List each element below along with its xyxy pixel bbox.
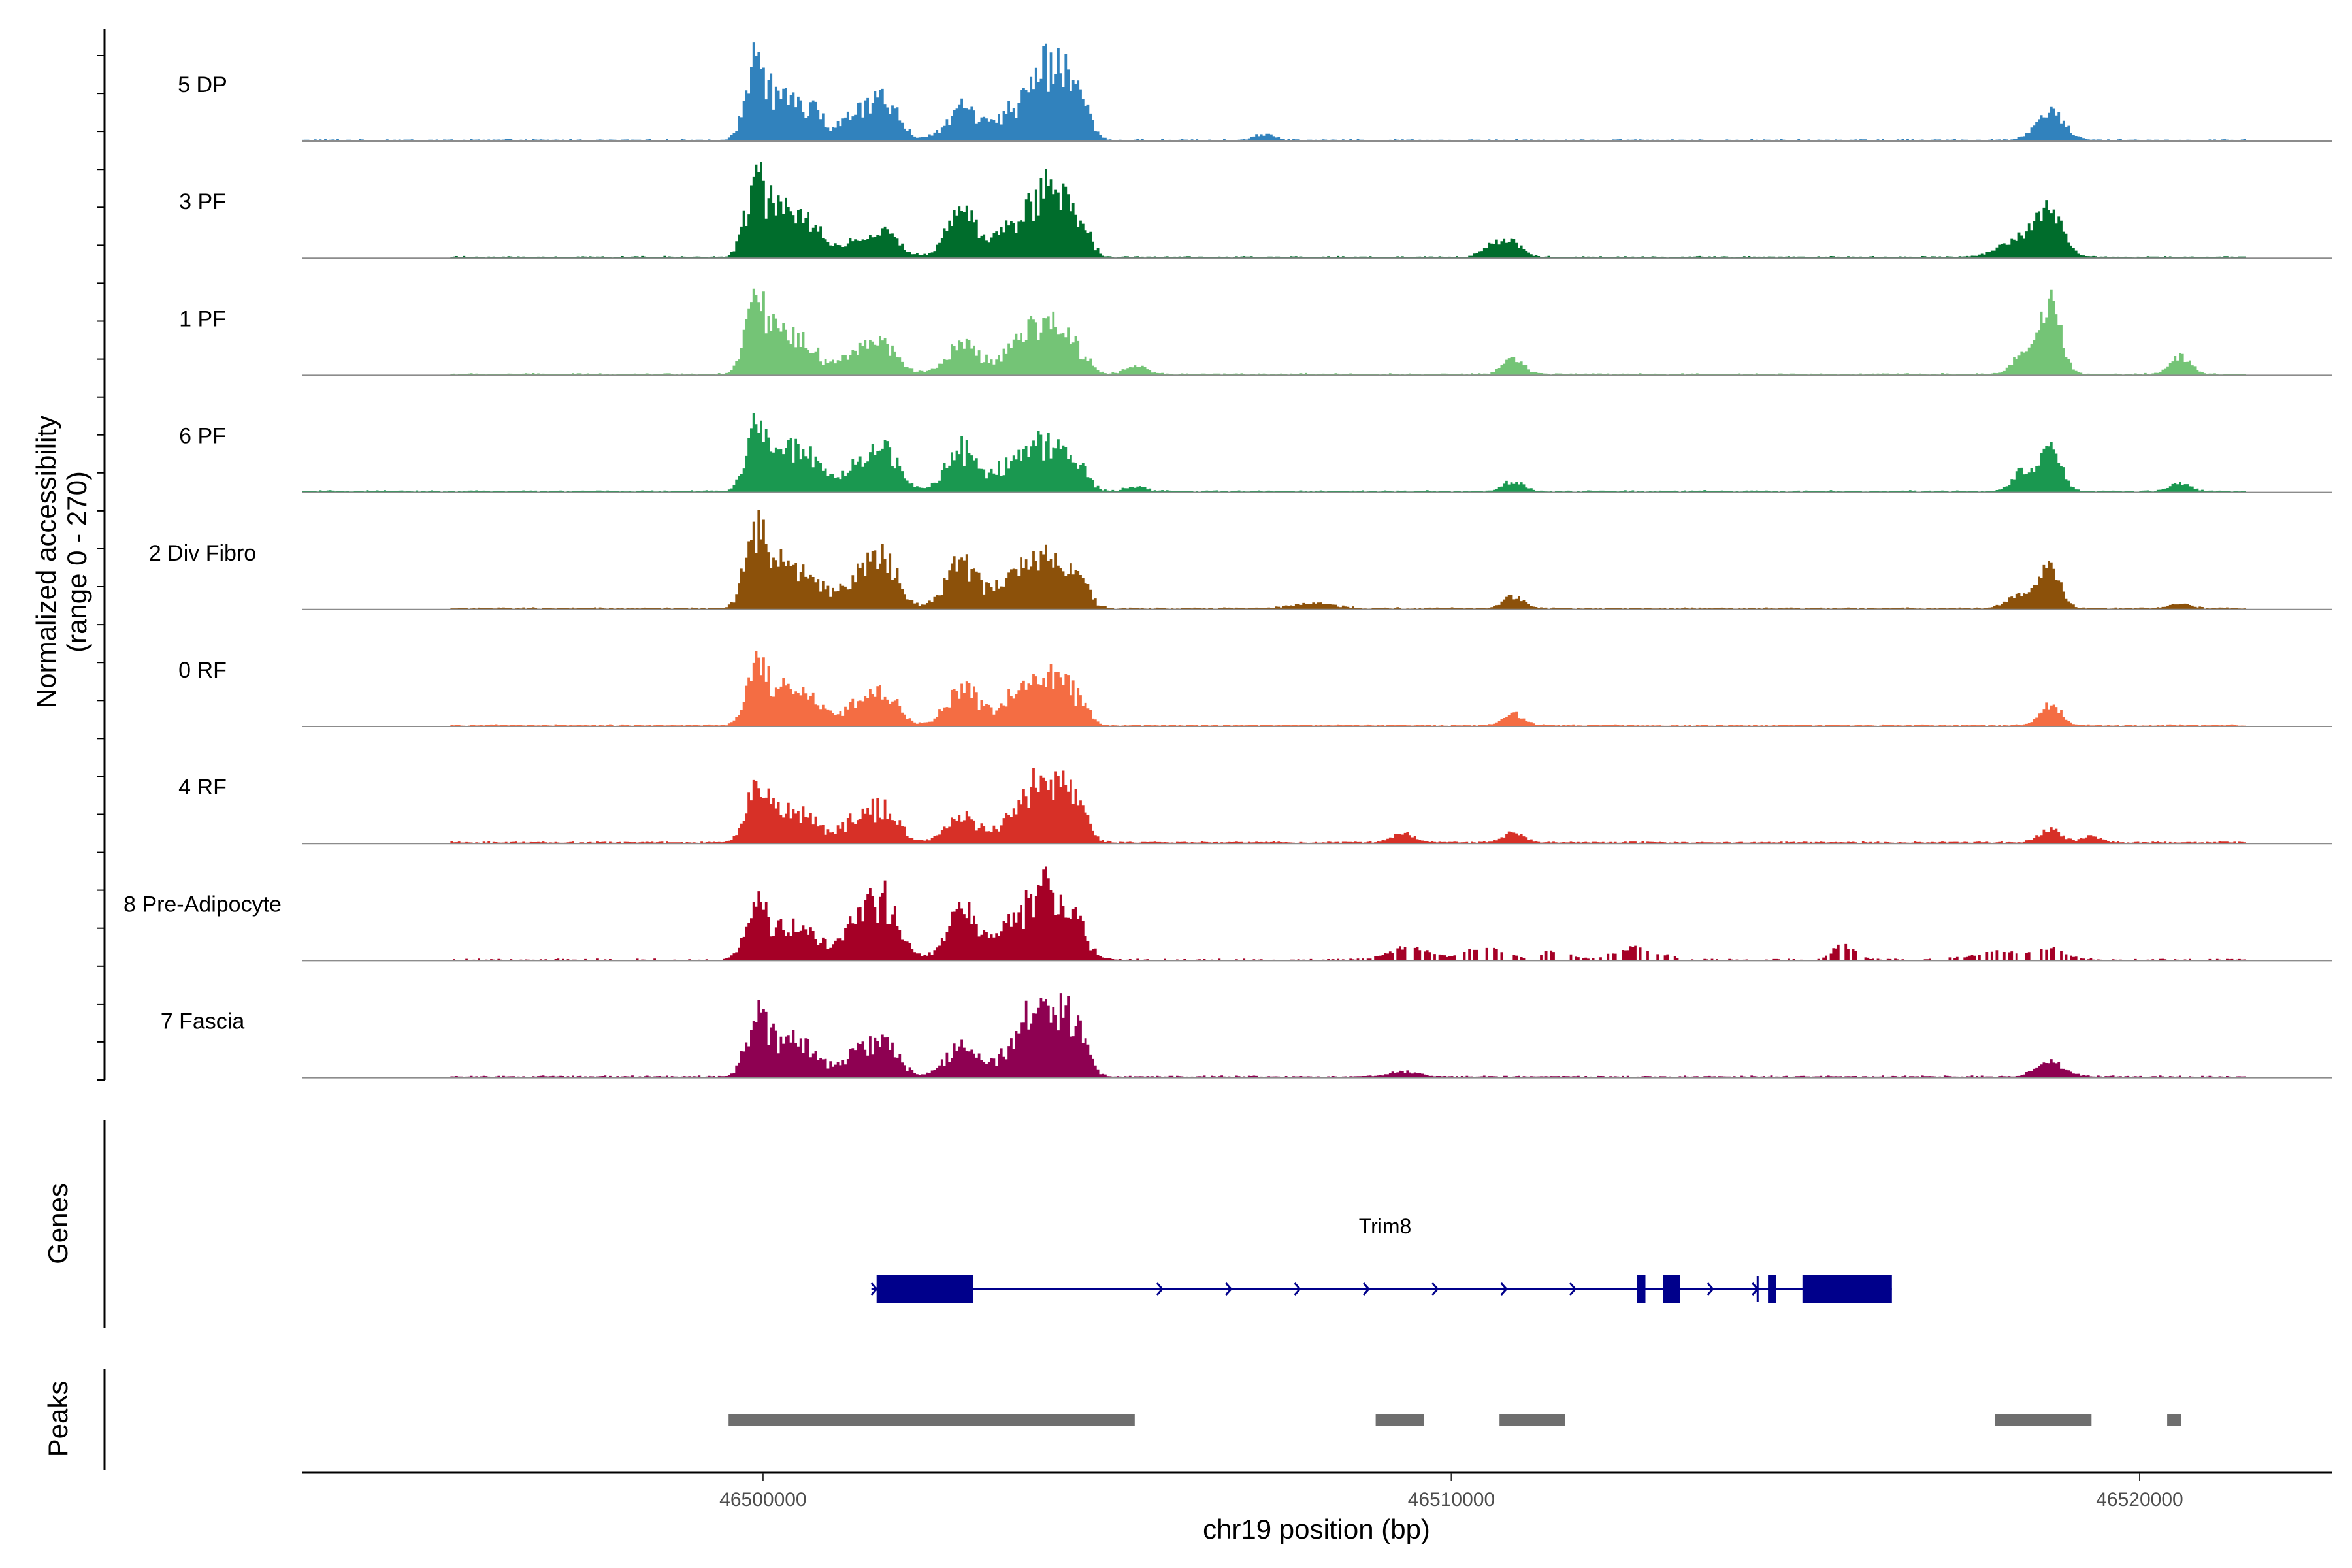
track-label: 2 Div Fibro	[149, 541, 256, 566]
strand-arrow-icon	[1707, 1282, 1714, 1296]
coverage-track: 8 Pre-Adipocyte	[123, 866, 2332, 962]
peaks-panel-title: Peaks	[42, 1381, 73, 1458]
peak-region	[728, 1414, 1135, 1426]
coverage-track: 4 RF	[178, 768, 2332, 845]
track-label: 4 RF	[178, 775, 227, 800]
x-axis-title: chr19 position (bp)	[1203, 1514, 1430, 1544]
coverage-track: 3 PF	[179, 162, 2332, 259]
y-axis-title-line1: Normalized accessibility	[31, 416, 61, 708]
genes-panel-title: Genes	[42, 1183, 73, 1264]
gene-exon	[876, 1275, 973, 1303]
strand-arrow-icon	[1225, 1282, 1233, 1296]
track-label: 7 Fascia	[161, 1009, 245, 1034]
peak-region	[1499, 1414, 1565, 1426]
x-tick-label: 46510000	[1408, 1489, 1495, 1511]
y-axis-title-line2: (range 0 - 270)	[61, 471, 92, 653]
coverage-track: 7 Fascia	[161, 993, 2332, 1079]
coverage-area	[450, 993, 2246, 1078]
track-label: 6 PF	[179, 424, 226, 449]
strand-arrow-icon	[1569, 1282, 1577, 1296]
coverage-area	[450, 162, 2246, 259]
track-label: 3 PF	[179, 189, 226, 214]
peak-region	[1995, 1414, 2092, 1426]
gene-exon	[1802, 1275, 1892, 1303]
strand-arrow-icon	[1431, 1282, 1439, 1296]
track-label: 5 DP	[178, 73, 227, 97]
coverage-area	[302, 42, 2246, 141]
gene-label: Trim8	[1359, 1215, 1412, 1238]
coverage-area	[450, 866, 2246, 961]
coverage-area	[450, 510, 2246, 610]
coverage-track: 6 PF	[179, 413, 2332, 493]
gene-exon	[1768, 1275, 1776, 1303]
gene-track: Trim8	[870, 1215, 1892, 1303]
coverage-area	[302, 413, 2246, 493]
coverage-track: 0 RF	[178, 651, 2332, 727]
track-label: 0 RF	[178, 658, 227, 683]
coverage-track: 5 DP	[178, 42, 2332, 142]
strand-arrow-icon	[1156, 1282, 1164, 1296]
peak-track	[728, 1414, 2181, 1426]
coverage-area	[450, 651, 2246, 727]
track-label: 1 PF	[179, 306, 226, 331]
track-y-axis	[97, 29, 106, 1081]
x-axis: 46500000 46510000 46520000	[302, 1471, 2332, 1511]
coverage-track: 2 Div Fibro	[149, 510, 2332, 610]
peak-region	[2167, 1414, 2181, 1426]
coverage-area	[450, 288, 2246, 376]
x-tick-label: 46500000	[719, 1489, 806, 1511]
coverage-area	[450, 768, 2246, 844]
gene-exon	[1663, 1275, 1680, 1303]
coverage-tracks: 5 DP 3 PF 1 PF 6 PF 2 Div Fibro 0 RF 4 RF 8 Pre…	[123, 42, 2332, 1079]
peak-region	[1375, 1414, 1424, 1426]
track-label: 8 Pre-Adipocyte	[123, 892, 282, 917]
strand-arrow-icon	[1294, 1282, 1301, 1296]
gene-exon	[1637, 1275, 1646, 1303]
x-tick-label: 46520000	[2096, 1489, 2183, 1511]
coverage-track: 1 PF	[179, 288, 2332, 376]
strand-arrow-icon	[1500, 1282, 1508, 1296]
strand-arrow-icon	[1362, 1282, 1371, 1296]
